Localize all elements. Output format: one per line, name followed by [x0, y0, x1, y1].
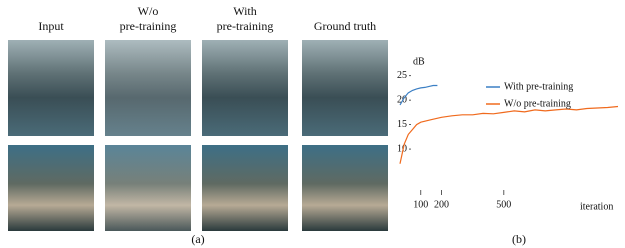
image-grid — [8, 40, 388, 231]
panel-label: (b) — [512, 232, 526, 246]
legend-label: With pre-training — [504, 81, 573, 92]
figure: (a) (b) dB iteration InputW/opre-trainin… — [0, 0, 625, 248]
x-tick-label: 100 — [413, 199, 428, 210]
column-header: Ground truth — [314, 19, 376, 33]
data-line — [400, 107, 618, 164]
y-axis-label: dB — [413, 56, 425, 67]
y-tick-label: 25 — [397, 70, 407, 81]
image — [8, 40, 94, 136]
legend-label: W/o pre-training — [504, 98, 571, 109]
image — [105, 40, 191, 136]
image — [302, 40, 388, 136]
y-tick-label: 15 — [397, 119, 407, 130]
column-header: With — [233, 4, 257, 18]
x-axis-label: iteration — [580, 201, 613, 212]
column-header: pre-training — [120, 19, 177, 33]
image — [202, 145, 288, 231]
column-header: W/o — [138, 4, 159, 18]
panel-label: (a) — [191, 232, 204, 246]
image — [105, 145, 191, 231]
column-header: pre-training — [217, 19, 274, 33]
x-tick-label: 500 — [496, 199, 511, 210]
x-tick-label: 200 — [434, 199, 449, 210]
image — [8, 145, 94, 231]
image — [202, 40, 288, 136]
image — [302, 145, 388, 231]
column-header: Input — [38, 19, 64, 33]
